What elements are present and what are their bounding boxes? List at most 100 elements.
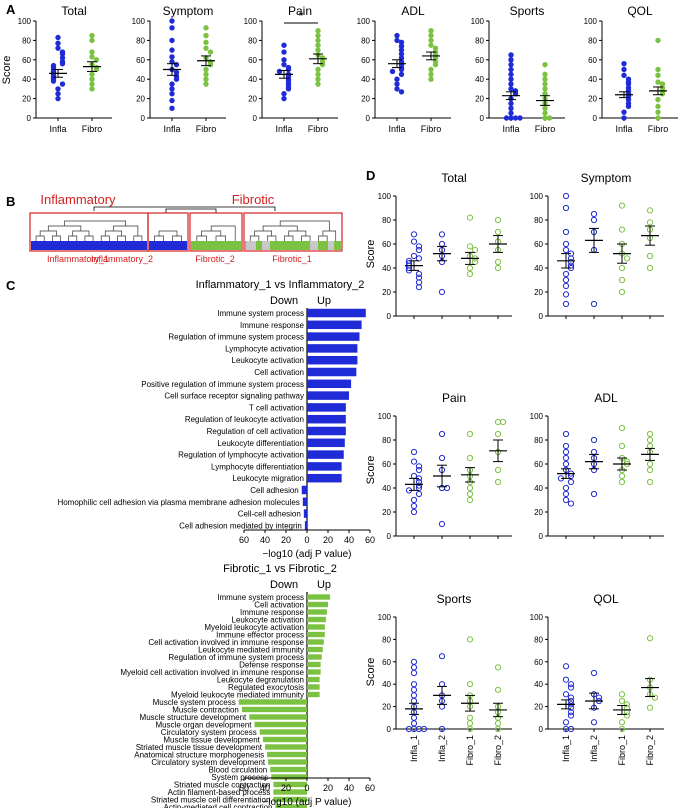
panel-b-branch	[172, 235, 182, 241]
panel-d-point	[494, 228, 502, 236]
panel-a-point-infla	[173, 76, 180, 82]
panel-d-point	[494, 430, 502, 438]
panel-c-bar	[273, 789, 307, 795]
panel-b-cluster-label: Fibrotic_1	[272, 254, 312, 264]
panel-c-category-label: Myeloid leukocyte mediated immunity	[171, 691, 304, 700]
panel-d-ytick-label: 20	[534, 508, 543, 517]
panel-d-ytick-label: 80	[382, 436, 391, 445]
panel-c-bar	[307, 438, 345, 448]
panel-d-point	[646, 430, 654, 438]
panel-a-point-infla	[394, 76, 400, 82]
panel-d-point	[618, 725, 626, 733]
panel-d-point	[466, 430, 474, 438]
panel-d-point	[494, 664, 502, 671]
panel-d-point	[438, 240, 446, 248]
panel-d-point	[410, 658, 418, 665]
panel-d-point	[567, 258, 575, 266]
panel-b-branch	[284, 235, 294, 241]
panel-a-point-infla	[398, 89, 405, 95]
panel-a-point-infla	[512, 115, 519, 121]
panel-c-bar	[307, 669, 321, 675]
panel-a-ytick-label: 20	[588, 95, 597, 104]
panel-d-point	[562, 490, 570, 498]
panel-d-ytick-label: 60	[382, 460, 391, 469]
panel-d-title-sports: Sports	[437, 592, 472, 606]
panel-b-cluster-label: Inflammatory_2	[91, 254, 153, 264]
panel-d-point	[618, 226, 626, 233]
panel-a-title-total: Total	[61, 4, 86, 18]
panel-a-point-infla	[169, 18, 175, 24]
panel-d-point	[466, 264, 474, 272]
panel-a-point-fibro	[542, 71, 548, 78]
panel-d-point	[438, 231, 446, 238]
panel-d-point	[415, 270, 423, 278]
panel-d-xtick-label: Fibro_2	[493, 735, 503, 766]
panel-b-fibrotic-title: Fibrotic	[232, 192, 275, 207]
panel-d-point	[420, 725, 428, 733]
panel-d-point	[494, 478, 502, 486]
panel-c-bar	[307, 367, 357, 377]
panel-c-bar	[307, 308, 366, 318]
panel-a-point-infla	[169, 81, 175, 87]
panel-d-point	[410, 720, 418, 727]
panel-b-branch	[196, 235, 207, 241]
panel-d-point	[562, 282, 570, 290]
panel-c-bar	[301, 485, 307, 495]
panel-c-category-label: Leukocyte differentiation	[217, 439, 304, 448]
panel-c-category-label: Leukocyte activation	[232, 356, 305, 365]
panel-b-branch	[301, 235, 311, 241]
panel-a-point-fibro	[546, 115, 553, 121]
panel-a-point-fibro	[428, 66, 434, 73]
panel-c-bar	[271, 774, 307, 780]
panel-a-xtick-label: Fibro	[648, 124, 669, 134]
panel-c-bar	[307, 355, 358, 365]
panel-a-point-fibro	[428, 28, 434, 34]
panel-b-branch	[104, 230, 122, 236]
panel-c-category-label: Regulation of lymphocyte activation	[178, 451, 304, 460]
panel-d-point	[562, 442, 570, 450]
panel-d-point	[646, 704, 654, 711]
panel-a-xtick-label: Fibro	[308, 124, 329, 134]
panel-a-ytick-label: 60	[475, 56, 484, 65]
panel-a-point-fibro	[428, 71, 434, 78]
panel-d-point	[590, 216, 598, 224]
panel-b-branch	[84, 235, 94, 241]
panel-a-point-fibro	[207, 49, 214, 55]
panel-b-branch	[249, 235, 260, 241]
panel-a-point-infla	[281, 61, 287, 68]
panel-b-cluster-box	[243, 212, 343, 252]
panel-a-point-infla	[621, 115, 627, 121]
panel-a-point-fibro	[315, 42, 321, 48]
panel-d-point	[618, 276, 626, 284]
panel-d-point	[567, 704, 575, 711]
panel-a-xtick-label: Infla	[388, 124, 405, 134]
panel-c-category-label: Muscle organ development	[155, 721, 252, 730]
panel-a-point-infla	[169, 105, 175, 111]
panel-d-point	[618, 202, 626, 209]
panel-d-point	[567, 712, 575, 719]
panel-b-branch	[39, 230, 57, 236]
panel-c-category-label: Muscle tissue development	[163, 736, 260, 745]
panel-a-ytick-label: 0	[27, 114, 32, 123]
panel-a-point-fibro	[89, 76, 95, 82]
panel-d-ytick-label: 0	[539, 532, 544, 541]
panel-d-point	[646, 635, 654, 642]
panel-a-ytick-label: 20	[248, 95, 257, 104]
panel-c-category-label: Circulatory system development	[151, 758, 266, 767]
panel-a-point-fibro	[428, 32, 434, 39]
panel-d-point	[562, 448, 570, 456]
panel-a-ytick-label: 40	[361, 75, 370, 84]
panel-c-category-label: Myeloid leukocyte activation	[204, 623, 304, 632]
panel-d-point	[618, 472, 626, 480]
panel-a-ytick-label: 60	[22, 56, 31, 65]
panel-c-category-label: Actin filament-based process	[168, 788, 271, 797]
panel-c-bar	[273, 781, 307, 788]
panel-d-point	[466, 496, 474, 504]
panel-d-ytick-label: 20	[382, 703, 391, 712]
panel-d-ytick-label: 80	[534, 635, 543, 644]
panel-c-bar	[307, 684, 320, 690]
panel-c-xtick-label: 60	[365, 783, 375, 793]
panel-d-point	[415, 463, 423, 470]
panel-d-point	[410, 681, 418, 688]
panel-b-root-link	[93, 206, 276, 211]
